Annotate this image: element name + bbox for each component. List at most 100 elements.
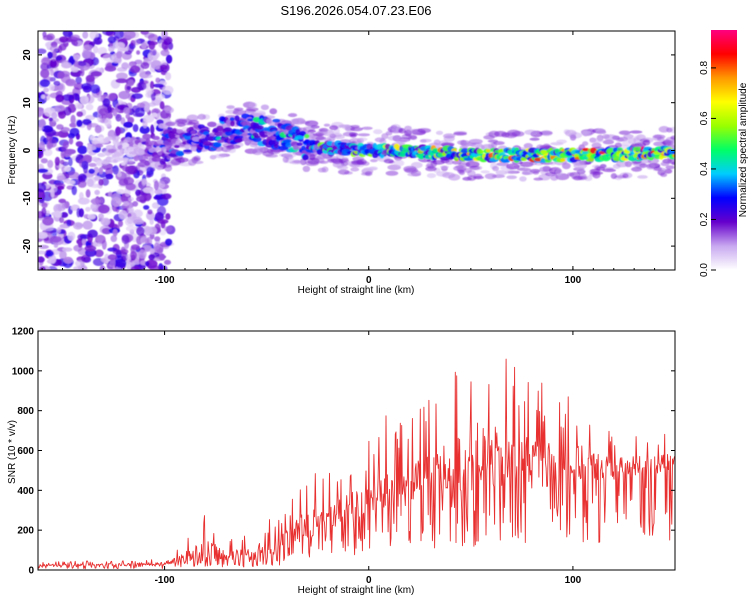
heatmap-cell — [159, 253, 166, 261]
heatmap-cell — [159, 101, 165, 110]
heatmap-cell — [43, 148, 53, 157]
heatmap-cell — [292, 144, 299, 151]
heatmap-cell — [192, 160, 204, 165]
heatmap-cell — [633, 137, 640, 144]
heatmap-cell — [246, 107, 259, 112]
heatmap-cell — [114, 258, 127, 268]
heatmap-cell — [140, 31, 149, 35]
heatmap-cell — [72, 222, 84, 230]
heatmap-cell — [496, 162, 509, 167]
heatmap-cell — [582, 131, 592, 135]
colorbar-tick-label: 0.4 — [699, 162, 710, 176]
heatmap-cell — [57, 71, 65, 79]
heatmap-cell — [121, 234, 130, 245]
heatmap-cell — [139, 125, 150, 135]
heatmap-cell — [108, 45, 115, 52]
heatmap-cell — [41, 125, 54, 133]
heatmap-cell — [38, 244, 49, 249]
heatmap-cell — [38, 231, 48, 239]
heatmap-cell — [47, 159, 54, 169]
heatmap-cell — [82, 118, 92, 126]
heatmap-cell — [385, 170, 399, 176]
heatmap-cell — [660, 161, 670, 167]
heatmap-cell — [419, 139, 427, 143]
heatmap-cell — [226, 144, 241, 149]
heatmap-cell — [61, 203, 66, 209]
heatmap-cell — [426, 173, 437, 179]
heatmap-cell — [506, 129, 521, 137]
heatmap-cell — [161, 31, 168, 40]
heatmap-cell — [498, 148, 504, 153]
heatmap-cell — [93, 37, 103, 45]
heatmap-cell — [41, 57, 51, 66]
heatmap-cell — [495, 170, 508, 176]
heatmap-cell — [142, 187, 154, 194]
colorbar-gradient — [711, 30, 737, 270]
heatmap-cell — [249, 102, 258, 109]
heatmap-cell — [153, 242, 160, 251]
heatmap-cell — [132, 201, 139, 207]
heatmap-cell — [165, 72, 172, 81]
heatmap-cell — [61, 94, 74, 101]
heatmap-cell — [100, 217, 111, 226]
heatmap-cell — [398, 127, 406, 134]
heatmap-cell — [294, 135, 305, 140]
heatmap-cell — [516, 167, 531, 172]
heatmap-cell — [81, 50, 91, 59]
heatmap-cell — [315, 136, 327, 141]
heatmap-cell — [56, 124, 64, 130]
heatmap-cell — [341, 157, 349, 162]
heatmap-cell — [364, 171, 373, 177]
heatmap-cell — [440, 142, 455, 147]
colorbar: 0.0 0.2 0.4 0.6 0.8 Normalized spectral ampl… — [699, 30, 749, 277]
heatmap-cell — [550, 174, 559, 181]
heatmap-cell — [356, 158, 367, 166]
heatmap-cell — [78, 61, 87, 67]
heatmap-cell — [73, 54, 80, 61]
heatmap-cell — [38, 125, 44, 131]
heatmap-cell — [467, 175, 477, 181]
heatmap-cell — [393, 159, 405, 167]
heatmap-cell — [127, 79, 135, 87]
heatmap-cell — [151, 156, 162, 162]
heatmap-cell — [123, 31, 136, 39]
heatmap-cell — [102, 31, 114, 36]
heatmap-cell — [370, 158, 378, 163]
y-tick-label: -10 — [22, 191, 33, 206]
heatmap-cell — [357, 133, 370, 137]
heatmap-cell — [49, 69, 55, 76]
heatmap-cell — [590, 168, 601, 173]
heatmap-cell — [76, 119, 83, 128]
heatmap-cell — [39, 79, 51, 88]
heatmap-cell — [82, 44, 94, 51]
heatmap-cell — [125, 225, 137, 232]
heatmap-cell — [483, 135, 495, 140]
heatmap-cell — [439, 165, 450, 169]
heatmap-cell — [136, 50, 141, 55]
heatmap-cell — [337, 165, 349, 170]
heatmap-cell — [130, 250, 137, 260]
heatmap-cell — [462, 142, 471, 148]
heatmap-cell — [79, 95, 89, 105]
heatmap-cell — [528, 161, 538, 166]
heatmap-cell — [146, 236, 153, 246]
heatmap-cell — [664, 168, 673, 174]
heatmap-cell — [506, 163, 520, 170]
heatmap-cell — [599, 164, 607, 168]
heatmap-cell — [149, 218, 154, 225]
heatmap-cell — [671, 161, 675, 166]
heatmap-cell — [159, 265, 168, 270]
heatmap-cell — [48, 254, 57, 264]
heatmap-cell — [149, 248, 155, 254]
heatmap-cell — [112, 165, 119, 175]
heatmap-cell — [186, 114, 199, 122]
heatmap-cell — [107, 254, 118, 261]
heatmap-cell — [88, 162, 97, 167]
heatmap-cell — [157, 164, 172, 168]
heatmap-cell — [151, 112, 158, 118]
heatmap-cell — [107, 92, 117, 102]
heatmap-cell — [70, 114, 76, 125]
heatmap-cell — [165, 213, 171, 220]
heatmap-cell — [75, 141, 84, 147]
